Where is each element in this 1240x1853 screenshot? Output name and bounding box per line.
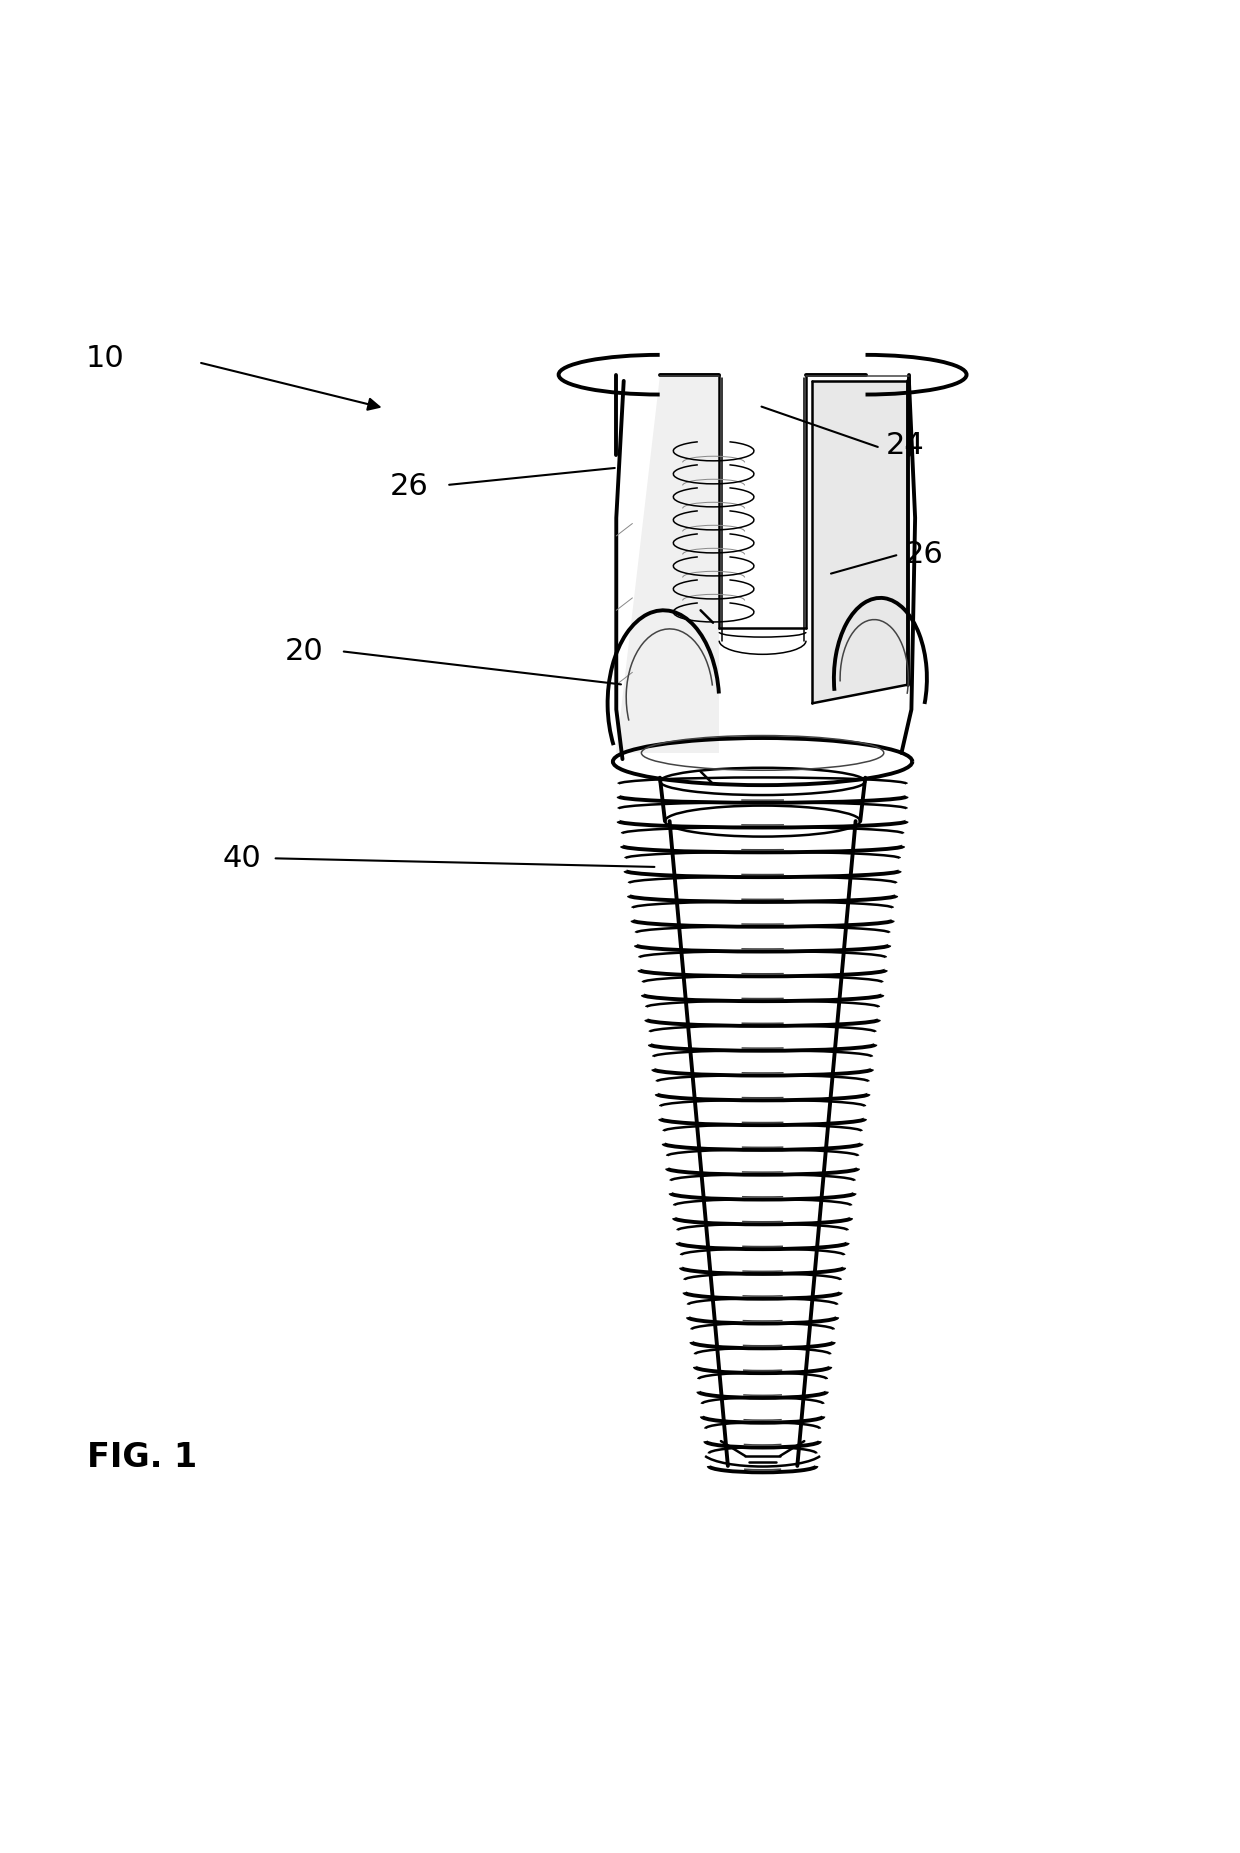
Text: FIG. 1: FIG. 1 (87, 1442, 197, 1473)
Polygon shape (670, 821, 856, 1466)
Text: 26: 26 (389, 473, 429, 500)
Text: 10: 10 (86, 345, 125, 372)
Polygon shape (812, 382, 908, 704)
Text: 40: 40 (222, 843, 262, 873)
Text: 20: 20 (284, 637, 324, 665)
Text: 26: 26 (904, 539, 944, 569)
Text: 24: 24 (885, 432, 925, 460)
Polygon shape (616, 374, 719, 752)
